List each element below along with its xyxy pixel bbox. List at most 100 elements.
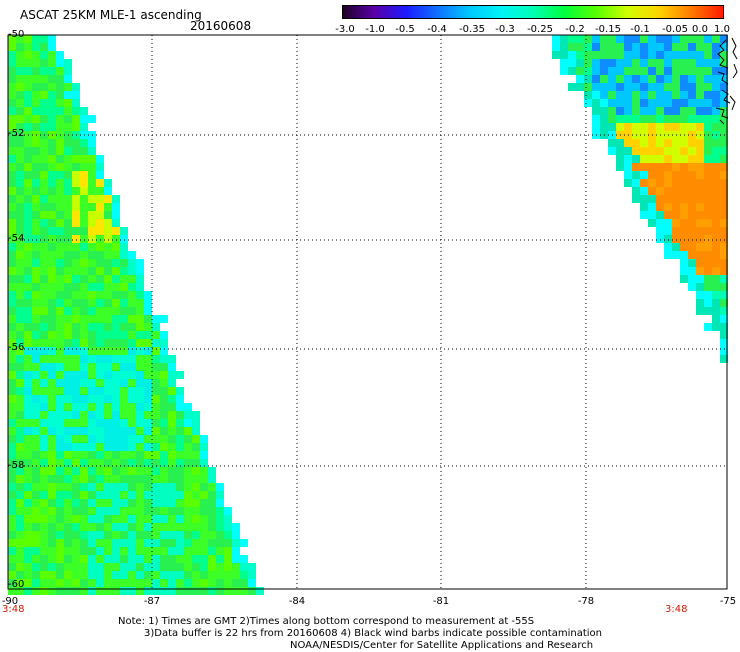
swath-cell xyxy=(48,51,56,59)
swath-cell xyxy=(136,515,144,523)
swath-cell xyxy=(48,283,56,291)
swath-cell xyxy=(136,411,144,419)
swath-cell xyxy=(216,571,224,579)
swath-cell xyxy=(144,547,152,555)
swath-cell xyxy=(688,227,696,235)
swath-cell xyxy=(192,443,200,451)
swath-cell xyxy=(696,283,704,291)
swath-cell xyxy=(248,563,256,571)
swath-cell xyxy=(136,315,144,323)
swath-cell xyxy=(208,547,216,555)
swath-cell xyxy=(72,235,80,243)
swath-cell xyxy=(80,563,88,571)
swath-cell xyxy=(56,227,64,235)
swath-cell xyxy=(184,475,192,483)
swath-cell xyxy=(576,75,584,83)
swath-cell xyxy=(584,91,592,99)
swath-cell xyxy=(16,523,24,531)
swath-cell xyxy=(24,339,32,347)
swath-cell xyxy=(120,523,128,531)
swath-cell xyxy=(144,339,152,347)
swath-cell xyxy=(48,491,56,499)
swath-cell xyxy=(128,443,136,451)
swath-cell xyxy=(8,411,16,419)
swath-cell xyxy=(112,195,120,203)
swath-cell xyxy=(200,515,208,523)
swath-cell xyxy=(72,491,80,499)
swath-cell xyxy=(696,179,704,187)
swath-cell xyxy=(16,195,24,203)
lat-label: -56 xyxy=(8,342,25,353)
swath-cell xyxy=(712,227,720,235)
swath-cell xyxy=(32,219,40,227)
swath-cell xyxy=(168,515,176,523)
swath-cell xyxy=(32,315,40,323)
swath-cell xyxy=(56,347,64,355)
swath-cell xyxy=(72,99,80,107)
swath-cell xyxy=(656,147,664,155)
swath-cell xyxy=(200,459,208,467)
swath-cell xyxy=(128,507,136,515)
swath-cell xyxy=(16,499,24,507)
swath-cell xyxy=(64,179,72,187)
swath-cell xyxy=(128,523,136,531)
swath-cell xyxy=(48,355,56,363)
swath-cell xyxy=(648,211,656,219)
swath-cell xyxy=(128,587,136,595)
swath-cell xyxy=(64,123,72,131)
swath-cell xyxy=(112,499,120,507)
swath-cell xyxy=(16,443,24,451)
swath-cell xyxy=(80,387,88,395)
map-date: 20160608 xyxy=(190,19,252,33)
swath-cell xyxy=(40,195,48,203)
swath-cell xyxy=(8,483,16,491)
swath-cell xyxy=(16,211,24,219)
swath-cell xyxy=(624,115,632,123)
swath-cell xyxy=(672,123,680,131)
swath-cell xyxy=(704,251,712,259)
swath-cell xyxy=(672,219,680,227)
swath-cell xyxy=(216,579,224,587)
swath-cell xyxy=(88,515,96,523)
swath-cell xyxy=(24,91,32,99)
swath-cell xyxy=(216,491,224,499)
swath-cell xyxy=(184,507,192,515)
swath-cell xyxy=(56,99,64,107)
swath-cell xyxy=(72,123,80,131)
swath-cell xyxy=(24,323,32,331)
swath-cell xyxy=(64,251,72,259)
swath-cell xyxy=(64,467,72,475)
swath-cell xyxy=(120,379,128,387)
swath-cell xyxy=(88,259,96,267)
swath-cell xyxy=(208,523,216,531)
swath-cell xyxy=(8,91,16,99)
swath-cell xyxy=(688,123,696,131)
swath-cell xyxy=(56,323,64,331)
swath-cell xyxy=(144,331,152,339)
swath-cell xyxy=(664,195,672,203)
swath-cell xyxy=(712,187,720,195)
swath-cell xyxy=(648,179,656,187)
swath-cell xyxy=(160,459,168,467)
swath-cell xyxy=(104,187,112,195)
swath-cell xyxy=(64,187,72,195)
swath-cell xyxy=(72,395,80,403)
swath-cell xyxy=(104,259,112,267)
swath-cell xyxy=(88,187,96,195)
swath-cell xyxy=(24,467,32,475)
swath-cell xyxy=(704,107,712,115)
swath-cell xyxy=(40,579,48,587)
swath-cell xyxy=(112,315,120,323)
swath-cell xyxy=(184,427,192,435)
swath-cell xyxy=(56,67,64,75)
swath-cell xyxy=(120,515,128,523)
swath-cell xyxy=(8,251,16,259)
swath-cell xyxy=(56,515,64,523)
swath-cell xyxy=(696,83,704,91)
swath-cell xyxy=(32,91,40,99)
swath-cell xyxy=(592,115,600,123)
swath-cell xyxy=(112,419,120,427)
swath-cell xyxy=(56,259,64,267)
swath-cell xyxy=(664,83,672,91)
swath-cell xyxy=(80,227,88,235)
